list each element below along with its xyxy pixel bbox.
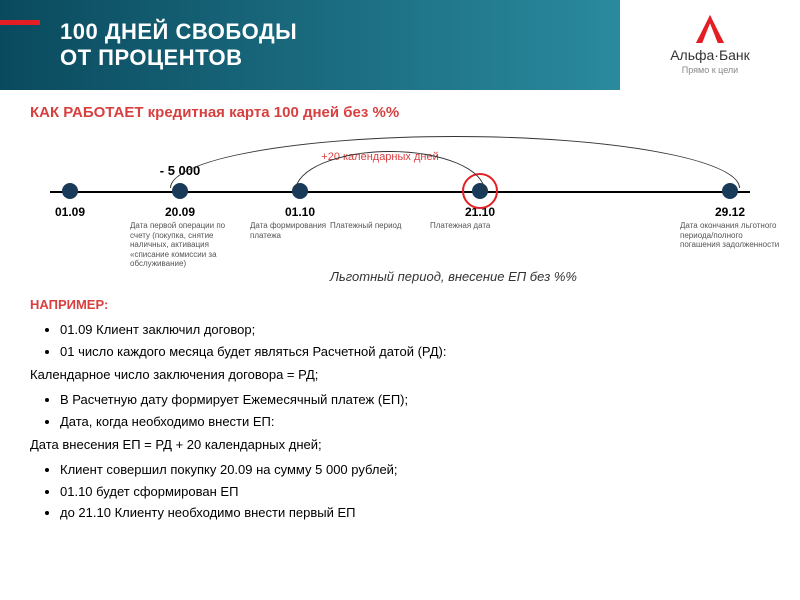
header-title: 100 ДНЕЙ СВОБОДЫ ОТ ПРОЦЕНТОВ (60, 19, 297, 72)
timeline: Льготный период, внесение ЕП без %% 01.0… (30, 141, 770, 281)
bullet-list-1: 01.09 Клиент заключил договор;01 число к… (60, 320, 770, 361)
timeline-caption: Платежная дата (430, 221, 530, 231)
list-item: В Расчетную дату формирует Ежемесячный п… (60, 390, 770, 410)
alfa-logo-icon (696, 15, 724, 43)
list-item: 01 число каждого месяца будет являться Р… (60, 342, 770, 362)
timeline-axis (50, 191, 750, 193)
timeline-date: 20.09 (165, 205, 195, 219)
title-line2: ОТ ПРОЦЕНТОВ (60, 45, 297, 71)
example-label: НАПРИМЕР: (30, 297, 108, 312)
list-item: Дата, когда необходимо внести ЕП: (60, 412, 770, 432)
timeline-date: 01.09 (55, 205, 85, 219)
timeline-caption: Дата окончания льготного периода/полного… (680, 221, 780, 250)
timeline-date: 01.10 (285, 205, 315, 219)
timeline-point (62, 183, 78, 199)
logo-tagline: Прямо к цели (682, 65, 738, 75)
logo-text: Альфа·Банк (670, 47, 750, 63)
timeline-caption: Дата первой операции по счету (покупка, … (130, 221, 230, 269)
timeline-arc (170, 136, 740, 188)
header-banner: 100 ДНЕЙ СВОБОДЫ ОТ ПРОЦЕНТОВ (0, 0, 620, 90)
timeline-date: 29.12 (715, 205, 745, 219)
subtitle: КАК РАБОТАЕТ кредитная карта 100 дней бе… (30, 104, 770, 121)
content: КАК РАБОТАЕТ кредитная карта 100 дней бе… (0, 90, 800, 543)
plain-line-2: Дата внесения ЕП = РД + 20 календарных д… (30, 437, 770, 452)
bullet-list-2: В Расчетную дату формирует Ежемесячный п… (60, 390, 770, 431)
title-line1: 100 ДНЕЙ СВОБОДЫ (60, 19, 297, 45)
list-item: 01.10 будет сформирован ЕП (60, 482, 770, 502)
list-item: 01.09 Клиент заключил договор; (60, 320, 770, 340)
grace-period-label: Льготный период, внесение ЕП без %% (330, 269, 577, 284)
logo-box: Альфа·Банк Прямо к цели (620, 0, 800, 90)
timeline-caption: Платежный период (330, 221, 430, 231)
list-item: до 21.10 Клиенту необходимо внести первы… (60, 503, 770, 523)
bullet-list-3: Клиент совершил покупку 20.09 на сумму 5… (60, 460, 770, 523)
header: 100 ДНЕЙ СВОБОДЫ ОТ ПРОЦЕНТОВ Альфа·Банк… (0, 0, 800, 90)
plain-line-1: Календарное число заключения договора = … (30, 367, 770, 382)
list-item: Клиент совершил покупку 20.09 на сумму 5… (60, 460, 770, 480)
